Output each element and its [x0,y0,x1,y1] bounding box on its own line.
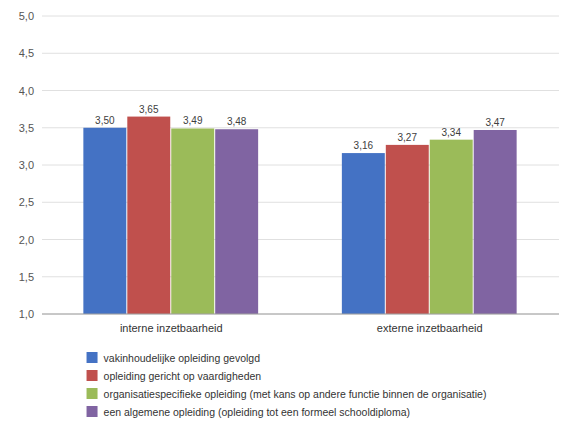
x-axis-line [42,314,559,315]
x-tick-label: interne inzetbaarheid [120,322,223,334]
data-labels: 3,50 3,16 3,65 3,27 3,49 3,34 3,48 3,47 [95,104,505,152]
bar [474,130,517,314]
legend-label: opleiding gericht op vaardigheden [104,370,262,382]
x-axis: interne inzetbaarheid externe inzetbaarhe… [42,314,559,334]
y-tick-label: 3,5 [19,122,34,134]
y-tick-label: 2,0 [19,234,34,246]
data-label: 3,47 [485,117,505,128]
data-label: 3,27 [398,132,418,143]
legend-item: een algemene opleiding (opleiding tot ee… [87,406,410,418]
data-label: 3,34 [441,127,461,138]
y-tick-label: 1,0 [19,308,34,320]
grid-line [42,53,559,54]
legend-label: organisatiespecifieke opleiding (met kan… [104,388,487,400]
y-axis: 1,0 1,5 2,0 2,5 3,0 3,5 4,0 4,5 5,0 [19,10,559,320]
data-label: 3,16 [354,140,374,151]
y-tick-label: 3,0 [19,159,34,171]
bar [171,128,214,314]
legend-item: vakinhoudelijke opleiding gevolgd [87,352,261,364]
grid-line [42,90,559,91]
y-tick-label: 4,0 [19,85,34,97]
legend-label: vakinhoudelijke opleiding gevolgd [104,352,261,364]
legend-item: organisatiespecifieke opleiding (met kan… [87,388,487,400]
y-tick-label: 4,5 [19,47,34,59]
bar [430,140,473,314]
y-tick-label: 1,5 [19,271,34,283]
x-tick-label: externe inzetbaarheid [377,322,483,334]
y-tick-label: 5,0 [19,10,34,22]
grid-line [42,16,559,17]
legend-item: opleiding gericht op vaardigheden [87,370,262,382]
legend-swatch [87,370,98,381]
legend-swatch [87,406,98,417]
legend-swatch [87,352,98,363]
bar [127,117,170,314]
data-label: 3,48 [227,116,247,127]
bar [215,129,258,314]
grid-line [42,314,559,315]
bars [83,117,516,314]
data-label: 3,49 [183,115,203,126]
legend-swatch [87,388,98,399]
legend: vakinhoudelijke opleiding gevolgd opleidi… [87,352,487,418]
bar [83,128,126,314]
y-tick-label: 2,5 [19,196,34,208]
bar [386,145,429,314]
chart: 1,01,52,02,53,03,54,04,55,03,503,163,653… [0,0,573,438]
data-label: 3,65 [139,104,159,115]
bar [342,153,385,314]
legend-label: een algemene opleiding (opleiding tot ee… [104,406,410,418]
data-label: 3,50 [95,115,115,126]
